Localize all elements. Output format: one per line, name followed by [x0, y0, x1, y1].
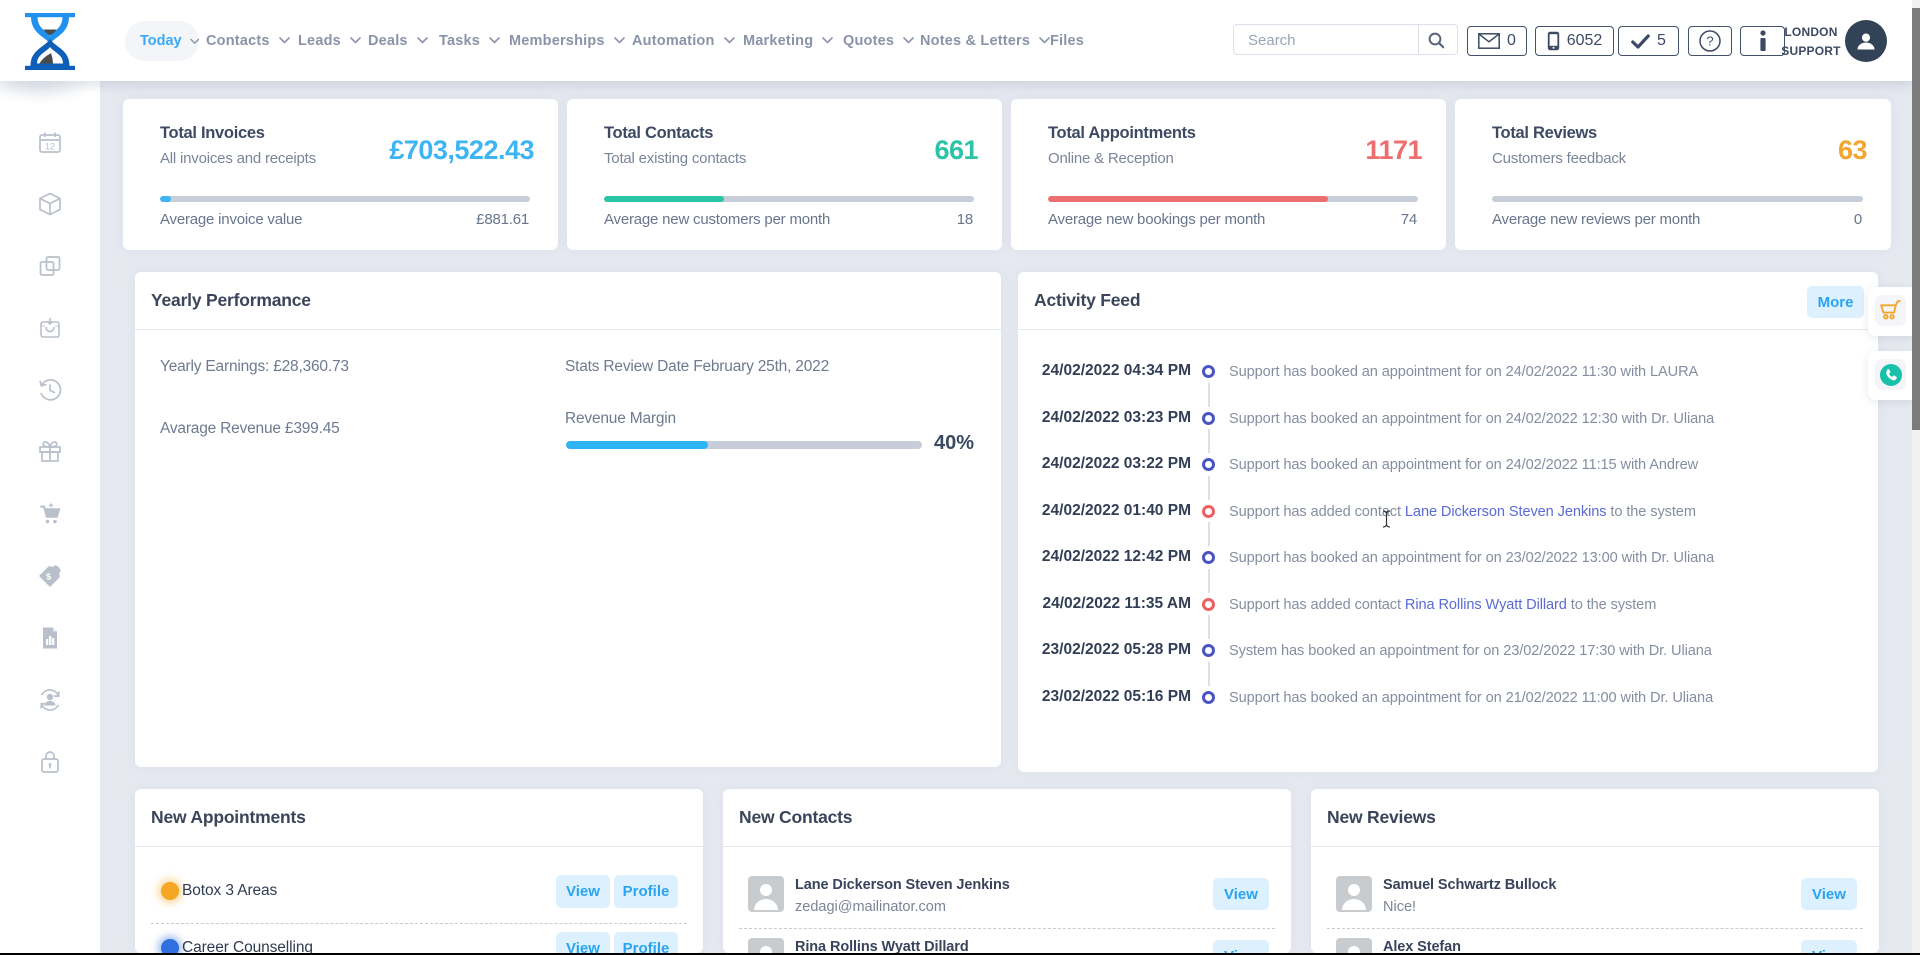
svg-text:12: 12: [45, 142, 55, 152]
svg-text:?: ?: [1706, 34, 1713, 49]
svg-text:$: $: [45, 571, 51, 582]
